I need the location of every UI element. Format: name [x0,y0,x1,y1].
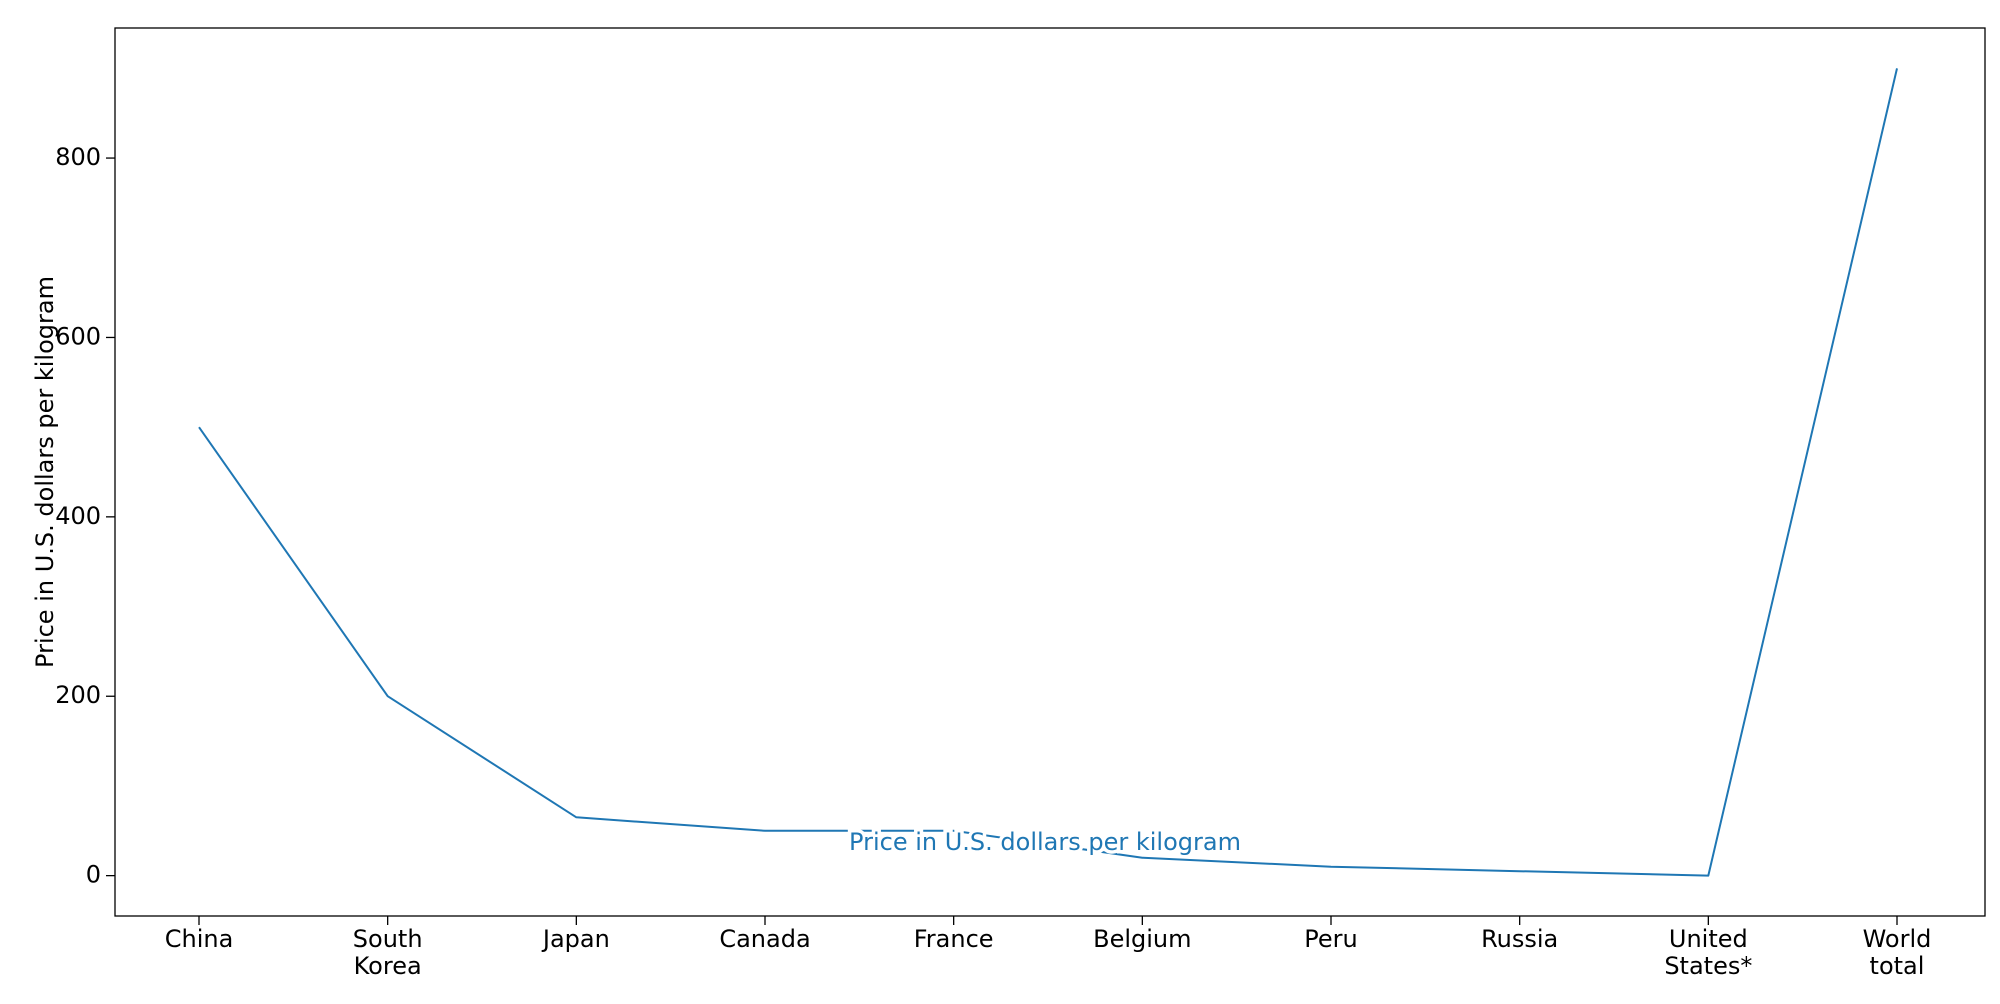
y-axis-title: Price in U.S. dollars per kilogram [31,276,59,668]
x-tick-label-line: France [914,925,994,953]
y-tick-label: 600 [55,322,101,350]
x-tick-label: France [914,925,994,953]
x-tick-label-line: Russia [1481,925,1558,953]
x-tick-label: United States* [1664,925,1752,980]
series-line [198,68,1898,877]
x-tick-label-line: South [353,925,423,953]
y-tick-label: 800 [55,143,101,171]
x-tick-label-line: States* [1664,952,1752,980]
x-tick-label-line: Peru [1304,925,1357,953]
x-tick-label-line: China [165,925,234,953]
x-axis: China South Korea Japan Canada France Belgium P… [165,916,1932,980]
x-tick-label-line: Japan [541,925,610,953]
x-tick-label: Canada [719,925,810,953]
x-tick-label: Japan [541,925,610,953]
x-tick-label-line: Korea [354,952,422,980]
series-layer: Price in U.S. dollars per kilogram [198,68,1898,877]
y-axis: 0 200 400 600 800 [55,143,115,889]
x-tick-label: Belgium [1093,925,1191,953]
x-tick-label-line: total [1870,952,1925,980]
x-tick-label-line: United [1669,925,1748,953]
y-tick-label: 200 [55,681,101,709]
x-tick-label: China [165,925,234,953]
x-tick-label-line: Canada [719,925,810,953]
x-tick-label: World total [1863,925,1932,980]
series-inline-label: Price in U.S. dollars per kilogram [849,828,1241,856]
x-tick-label-line: Belgium [1093,925,1191,953]
plot-area [114,27,1986,917]
y-tick-label: 400 [55,502,101,530]
y-tick-label: 0 [86,861,101,889]
x-tick-label: South Korea [353,925,423,980]
x-tick-label: Russia [1481,925,1558,953]
x-tick-label-line: World [1863,925,1932,953]
x-tick-label: Peru [1304,925,1357,953]
